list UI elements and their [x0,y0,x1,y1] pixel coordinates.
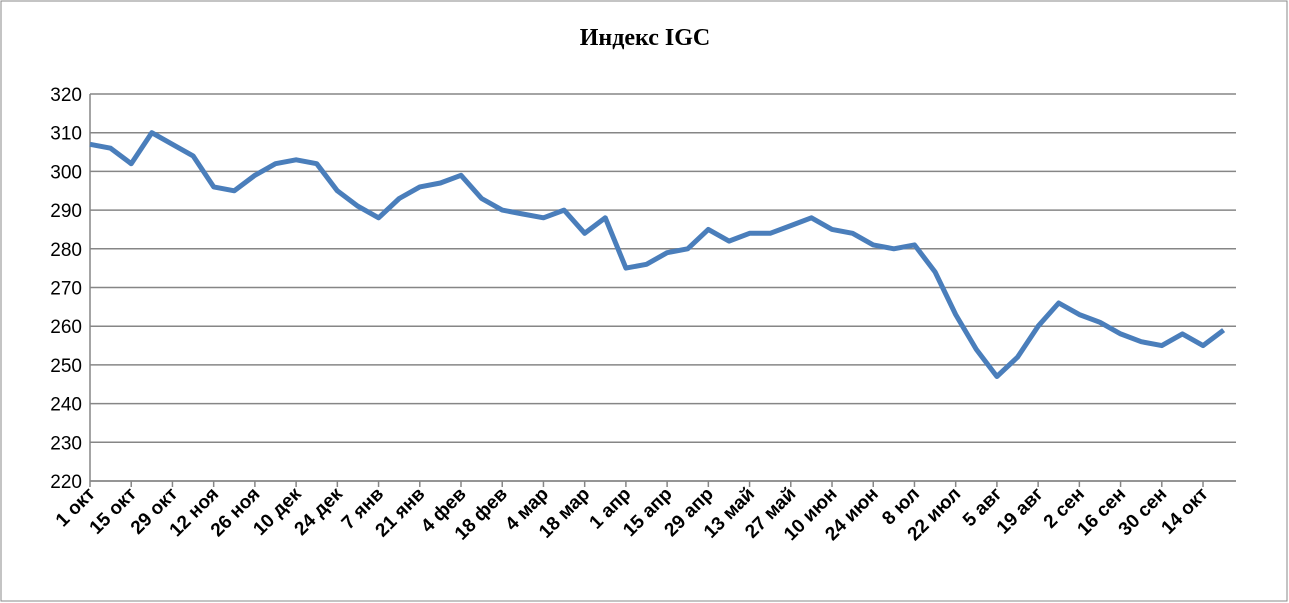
y-tick-label: 280 [50,240,82,261]
y-tick-label: 260 [50,317,82,338]
y-tick-label: 320 [50,85,82,106]
y-tick-label: 220 [50,472,82,493]
y-tick-label: 310 [50,124,82,145]
y-tick-label: 250 [50,356,82,377]
y-tick-label: 290 [50,201,82,222]
y-tick-label: 300 [50,162,82,183]
y-tick-label: 230 [50,433,82,454]
chart-title: Индекс IGC [580,25,711,51]
y-tick-label: 240 [50,395,82,416]
y-tick-label: 270 [50,279,82,300]
line-series [89,130,1226,379]
